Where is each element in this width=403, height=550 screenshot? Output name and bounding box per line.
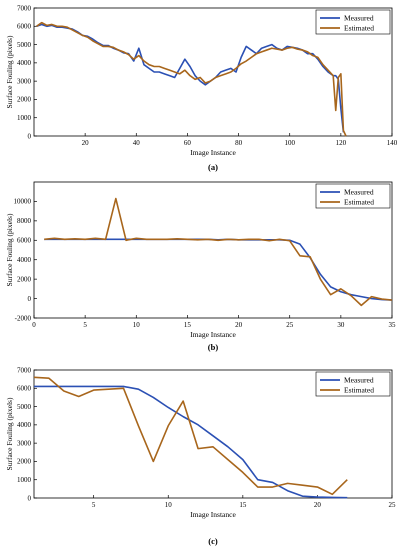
chart-b-xtick-label: 20 [235,321,243,329]
chart-a-ytick-label: 7000 [17,4,32,12]
chart-a-ytick-label: 6000 [17,23,32,31]
chart-c-ytick-label: 7000 [17,366,32,374]
chart-a-xtick-label: 120 [336,139,347,147]
chart-b-legend-label-estimated: Estimated [344,198,374,207]
chart-b-legend-label-measured: Measured [344,188,374,197]
chart-c-xlabel: Image Instance [190,510,236,519]
chart-c-xtick-label: 25 [389,501,397,509]
chart-b-legend-box [315,183,391,209]
chart-c: 5 10 15 20 25 0 1000 2000 3000 4000 5000 6000 7000 M… [5,366,396,546]
chart-a-caption: (a) [208,162,218,172]
chart-a-ylabel: Surface Fouling (pixels) [5,35,14,108]
chart-c-series-estimated-line [33,376,348,496]
chart-c-ytick-label: 1000 [17,476,32,484]
chart-a-xlabel: Image Instance [190,148,236,157]
chart-a-legend-box [315,9,391,35]
chart-b-xlabel: Image Instance [190,330,236,339]
chart-b-xtick-label: 35 [389,321,397,329]
chart-b-xtick-label: 30 [337,321,345,329]
chart-a-xtick-label: 140 [387,139,398,147]
chart-b-ytick-label: -2000 [15,314,32,322]
chart-a-xtick-label: 80 [235,139,243,147]
chart-a-ytick-label: 0 [28,132,32,140]
chart-a-ytick-label: 2000 [17,96,32,104]
chart-a-xtick-label: 20 [82,139,90,147]
chart-c-ylabel: Surface Fouling (pixels) [5,397,14,470]
chart-a-legend-label-measured: Measured [344,14,374,23]
chart-a-xtick-label: 40 [133,139,141,147]
chart-c-ytick-label: 2000 [17,458,32,466]
chart-c-legend-label-estimated: Estimated [344,386,374,395]
chart-c-ytick-label: 6000 [17,385,32,393]
chart-c-caption: (c) [208,536,218,546]
chart-c-series-layer: 5 10 15 20 25 0 1000 2000 3000 4000 5000 6000 7000 [17,366,396,509]
chart-a-series-layer: 20 40 60 80 100 120 140 0 1000 2000 3000 4000 5000 60… [17,4,398,147]
chart-a-legend: Measured Estimated [315,9,391,35]
chart-a-legend-label-estimated: Estimated [344,24,374,33]
chart-c-ytick-label: 3000 [17,439,32,447]
chart-a-ytick-label: 5000 [17,41,32,49]
chart-a-series-measured-line [36,23,345,133]
chart-b-xtick-label: 0 [32,321,36,329]
chart-a-xtick-label: 60 [184,139,192,147]
chart-b-ytick-label: 10000 [14,198,32,206]
chart-c-xtick-label: 10 [165,501,173,509]
chart-b-xtick-label: 25 [286,321,294,329]
chart-b-series-measured-line [44,238,393,301]
chart-b-xtick-label: 5 [83,321,87,329]
chart-c-xtick-label: 20 [314,501,322,509]
chart-b: 0 5 10 15 20 25 30 35-2000020004000600080001000… [5,181,397,352]
chart-c-plot-frame [33,369,393,499]
chart-b-xtick-label: 15 [184,321,192,329]
chart-b-xtick-label: 10 [133,321,141,329]
chart-a-ytick-label: 1000 [17,114,32,122]
chart-c-ytick-label: 5000 [17,403,32,411]
chart-c-legend-box [315,371,391,397]
chart-c-xtick-label: 5 [92,501,96,509]
chart-a-ytick-label: 4000 [17,59,32,67]
chart-c-legend: Measured Estimated [315,371,391,397]
chart-b-ytick-label: 6000 [17,237,32,245]
chart-c-xtick-label: 15 [239,501,247,509]
chart-b-caption: (b) [208,342,219,352]
chart-a-plot-frame [33,7,393,137]
chart-b-series-estimated-line [44,197,393,307]
chart-b-ytick-label: 0 [28,295,32,303]
chart-b-ylabel: Surface Fouling (pixels) [5,213,14,286]
chart-a-ytick-label: 3000 [17,77,32,85]
chart-b-ytick-label: 2000 [17,275,32,283]
chart-c-ytick-label: 0 [28,494,32,502]
chart-a-series-estimated-line [36,21,347,137]
chart-c-ytick-label: 4000 [17,421,32,429]
chart-b-ytick-label: 8000 [17,217,32,225]
chart-b-ytick-label: 4000 [17,256,32,264]
chart-a: 20 40 60 80 100 120 140 0 1000 2000 3000 4000 5000 60… [5,4,398,172]
chart-b-series-layer: 0 5 10 15 20 25 30 35-2000020004000600080001000… [14,181,397,329]
chart-c-legend-label-measured: Measured [344,376,374,385]
chart-a-xtick-label: 100 [284,139,295,147]
chart-b-legend: Measured Estimated [315,183,391,209]
chart-b-plot-frame [33,181,393,319]
chart-c-series-measured-line [34,385,348,499]
